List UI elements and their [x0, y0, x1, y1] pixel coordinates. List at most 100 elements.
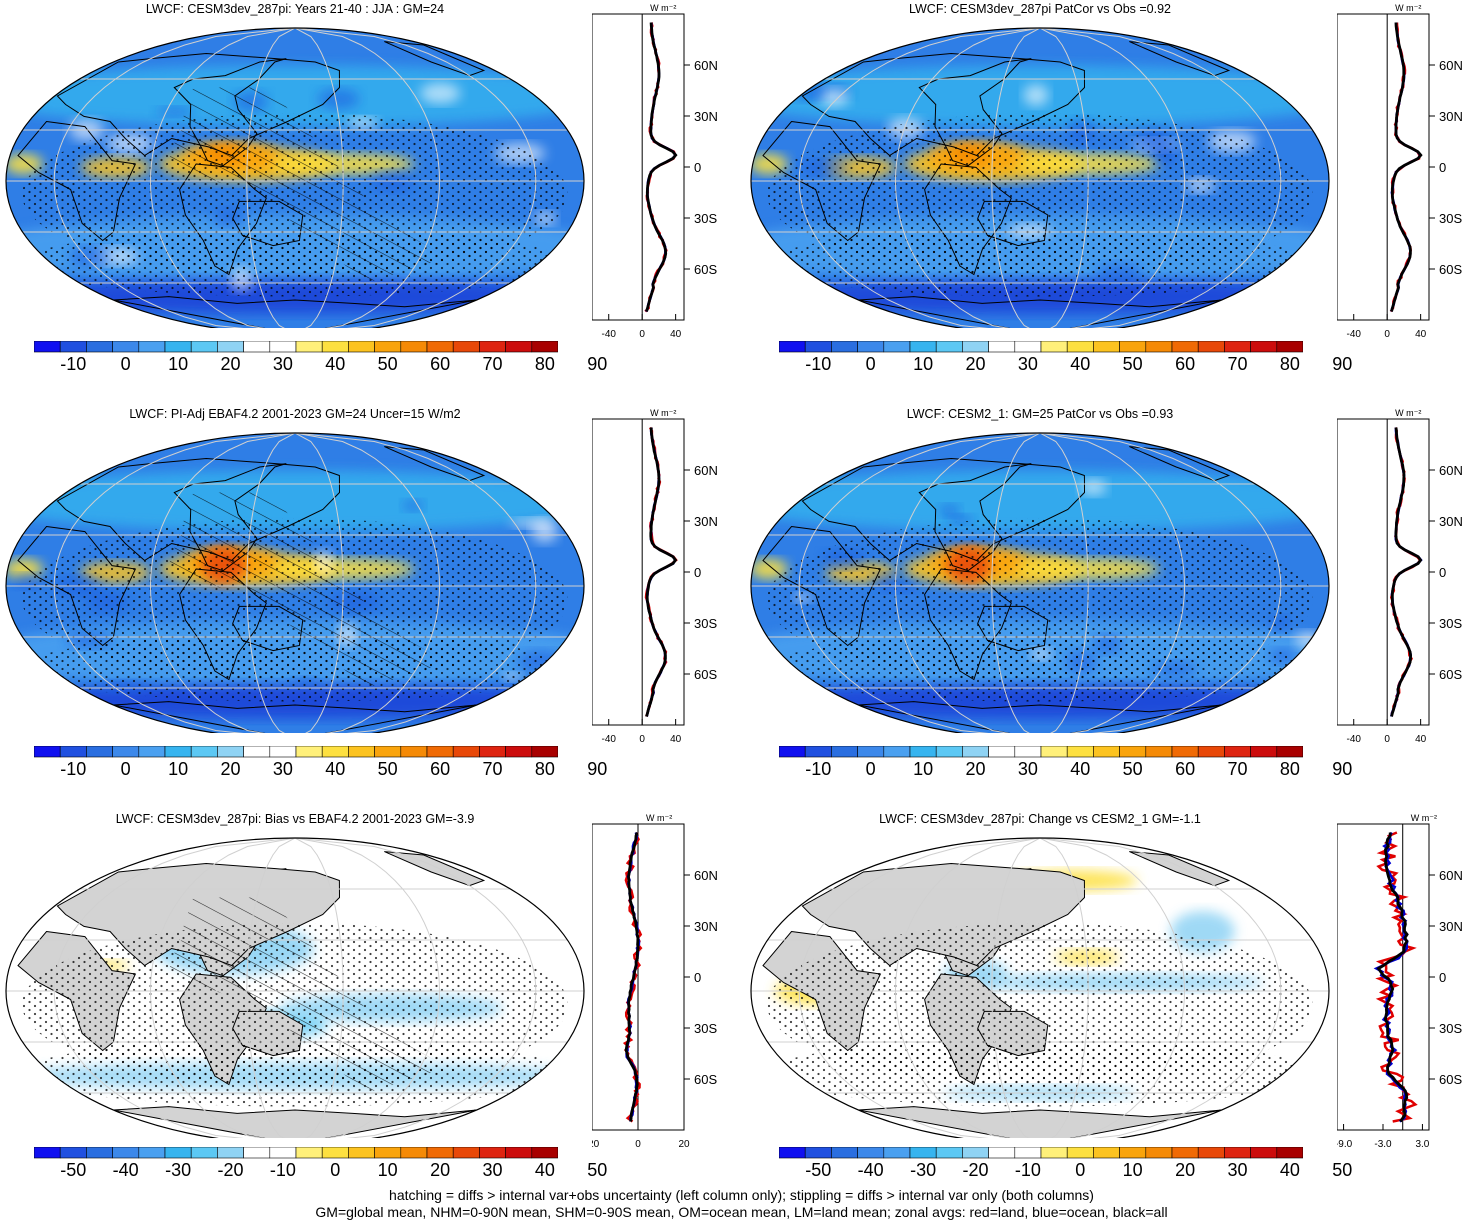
colorbar-swatch	[1250, 745, 1278, 758]
colorbar-tick-label: 90	[1332, 354, 1353, 374]
x-tick-label: 0	[635, 1139, 641, 1150]
colorbar: -10 0 10 20 30 40 50 60 70 80 90	[33, 340, 607, 380]
colorbar-tick-label: 30	[272, 354, 293, 374]
colorbar-swatch	[190, 1146, 218, 1159]
graticule-meridian	[295, 838, 537, 1138]
colorbar-tick-label: 0	[865, 759, 876, 779]
colorbar-tick-label: 30	[272, 759, 293, 779]
graticule-meridian	[1040, 838, 1282, 1138]
zonal-curve-all	[1390, 427, 1423, 717]
lat-label: 60N	[694, 868, 718, 883]
colorbar-swatch	[1224, 1146, 1251, 1159]
colorbar-swatches	[33, 340, 559, 353]
colorbar-swatch	[1093, 745, 1120, 758]
robinson-map	[750, 432, 1330, 733]
colorbar-swatch	[295, 745, 323, 758]
colorbar-swatch	[1014, 340, 1042, 353]
colorbar-tick-label: -50	[805, 1160, 832, 1180]
graticule-meridian	[798, 433, 1040, 733]
lat-label: 30N	[1439, 109, 1463, 124]
colorbar-swatch	[164, 340, 192, 353]
colorbar-tick-label: 20	[430, 1160, 451, 1180]
colorbar-tick-label: 50	[377, 759, 398, 779]
coastline-greenland	[1129, 446, 1231, 482]
graticule-meridian	[1040, 433, 1186, 733]
graticule-meridian	[149, 433, 295, 733]
lat-label: 60N	[1439, 463, 1463, 478]
lat-label: 60S	[1439, 262, 1462, 277]
panel-title: LWCF: PI-Adj EBAF4.2 2001-2023 GM=24 Unc…	[129, 407, 461, 421]
lat-label: 0	[1439, 970, 1446, 985]
zonal-mean-plot: W m⁻² 60N 30N 0 30S 60S -40 0 40	[1337, 408, 1463, 745]
stippling	[22, 1038, 568, 1107]
colorbar-swatches	[778, 745, 1304, 758]
graticule-meridian	[246, 433, 296, 733]
panel-title: LWCF: CESM3dev_287pi: Change vs CESM2_1 …	[879, 812, 1201, 826]
colorbar-swatch	[1145, 745, 1173, 758]
colorbar-swatch	[426, 745, 454, 758]
graticule-meridian	[1040, 28, 1186, 328]
colorbar-tick-label: -10	[1014, 1160, 1041, 1180]
map-field	[6, 28, 584, 328]
graticule-meridian	[1039, 838, 1089, 1138]
colorbar-swatch	[505, 1146, 533, 1159]
colorbar-swatches	[33, 1146, 559, 1159]
colorbar-swatch	[909, 340, 937, 353]
colorbar-tick-label: 0	[120, 354, 131, 374]
colorbar-tick-label: 0	[330, 1160, 341, 1180]
colorbar-swatch	[400, 745, 428, 758]
colorbar-swatch	[452, 745, 480, 758]
colorbar: -10 0 10 20 30 40 50 60 70 80 90	[778, 340, 1352, 380]
colorbar-swatch	[988, 340, 1016, 353]
colorbar-swatch	[1066, 745, 1094, 758]
colorbar-swatch	[374, 745, 402, 758]
lat-label: 30S	[694, 616, 717, 631]
colorbar-swatch	[1171, 745, 1199, 758]
robinson-map	[5, 432, 585, 733]
colorbar-tick-label: 50	[587, 1160, 608, 1180]
panel-model-climatology: LWCF: CESM3dev_287pi: Years 21-40 : JJA …	[0, 0, 740, 400]
graticule-meridian	[295, 838, 441, 1138]
colorbar-swatch	[988, 1146, 1016, 1159]
lat-label: 30N	[1439, 919, 1463, 934]
colorbar-swatch	[909, 1146, 937, 1159]
colorbar-tick-label: -40	[112, 1160, 139, 1180]
colorbar-swatch	[138, 340, 166, 353]
graticule-meridian	[295, 28, 537, 328]
colorbar-swatch	[857, 340, 885, 353]
graticule-meridian	[295, 433, 537, 733]
x-tick-label: 40	[1415, 329, 1427, 340]
colorbar-swatch	[883, 1146, 911, 1159]
zonal-mean-plot: W m⁻² 60N 30N 0 30S 60S -40 0 40	[592, 408, 718, 745]
colorbar-swatch	[831, 1146, 858, 1159]
colorbar-tick-label: 30	[482, 1160, 503, 1180]
colorbar-swatch	[935, 340, 963, 353]
colorbar-swatch	[59, 1146, 87, 1159]
x-tick-label: -40	[1347, 329, 1362, 340]
colorbar-tick-label: 40	[325, 759, 346, 779]
colorbar-swatch	[479, 1146, 506, 1159]
x-tick-label: -9.0	[1337, 1139, 1353, 1150]
lat-label: 30N	[1439, 514, 1463, 529]
colorbar-swatch	[164, 745, 192, 758]
colorbar-tick-label: 0	[865, 354, 876, 374]
colorbar-tick-label: 10	[913, 354, 934, 374]
zonal-units: W m⁻²	[646, 813, 672, 823]
colorbar-tick-label: -50	[60, 1160, 87, 1180]
field-patch	[818, 88, 850, 107]
colorbar-tick-label: -30	[165, 1160, 192, 1180]
colorbar-swatch	[857, 745, 885, 758]
colorbar-swatch	[778, 1146, 806, 1159]
colorbar-tick-label: -40	[857, 1160, 884, 1180]
lat-label: 60S	[694, 262, 717, 277]
graticule-meridian	[295, 433, 441, 733]
colorbar-swatch	[190, 745, 218, 758]
colorbar-swatch	[217, 745, 244, 758]
lat-label: 30S	[694, 211, 717, 226]
graticule-meridian	[53, 433, 295, 733]
colorbar-tick-label: 50	[377, 354, 398, 374]
colorbar-swatch	[243, 745, 271, 758]
colorbar-swatch	[1040, 1146, 1068, 1159]
colorbar-swatch	[1224, 340, 1251, 353]
colorbar-swatch	[1093, 1146, 1120, 1159]
